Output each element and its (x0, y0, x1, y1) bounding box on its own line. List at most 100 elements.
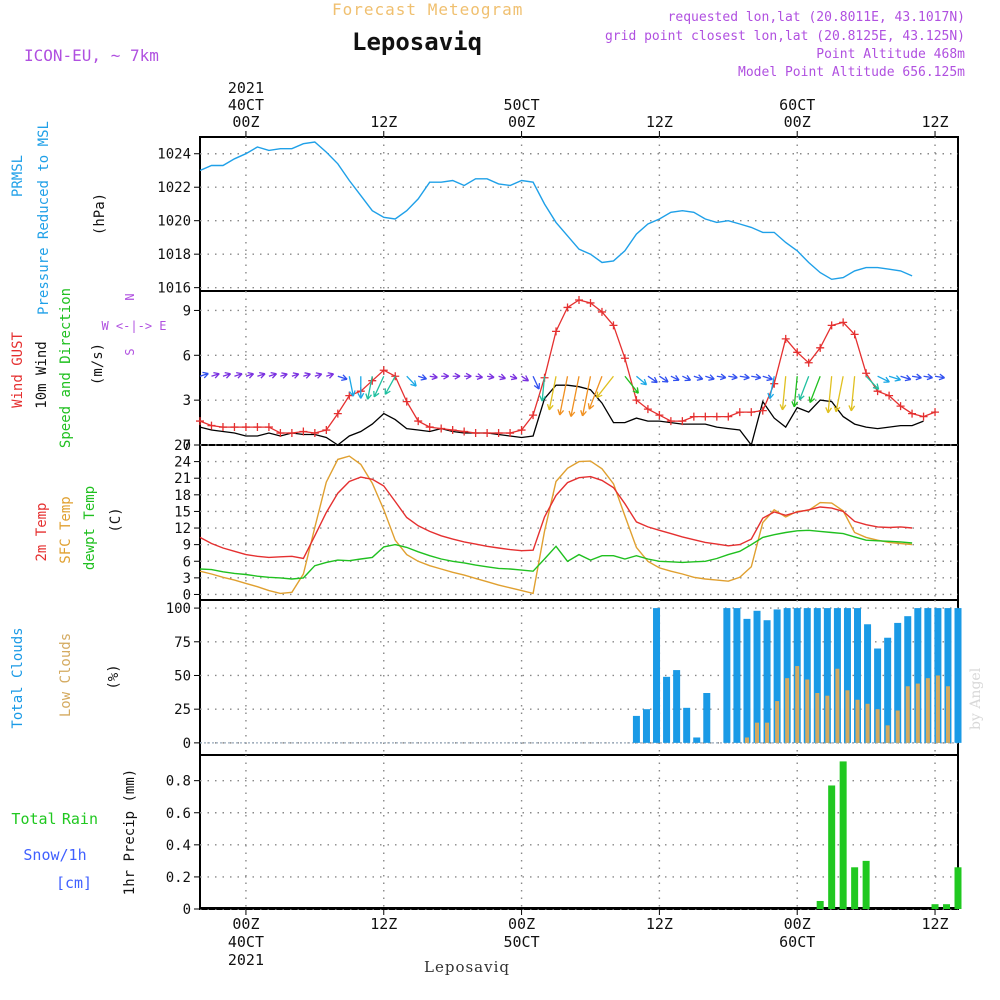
grid-point-coordinates: grid point closest lon,lat (20.8125E, 43… (604, 29, 965, 44)
wind-gust-marker (862, 369, 871, 378)
wind-gust-marker (471, 429, 480, 438)
wind-gust-marker (333, 409, 342, 418)
rain-bar (943, 904, 951, 909)
legend-snow-unit: [cm] (56, 874, 92, 892)
wind-direction-arrow (728, 373, 738, 381)
wind-gust-marker (609, 321, 618, 330)
bottom-time-label: 12Z (646, 915, 673, 933)
wind-gust-marker (241, 423, 250, 432)
wind-direction-arrow (580, 376, 592, 417)
total-cloud-bar (843, 608, 851, 743)
low-cloud-bar (885, 725, 890, 743)
wind-ytick-label: 0 (183, 438, 191, 454)
bottom-time-label: 60CT (779, 933, 815, 951)
total-cloud-bar (803, 608, 811, 743)
wind-direction-arrow (257, 372, 266, 379)
total-cloud-bar (693, 737, 701, 743)
wind-direction-arrow (670, 374, 680, 382)
wind-direction-arrow (833, 376, 844, 413)
low-cloud-bar (895, 710, 900, 743)
top-time-label: 40CT (228, 96, 264, 114)
low-cloud-bar (835, 668, 840, 743)
wind-gust-marker (563, 303, 572, 312)
wind-direction-arrow (791, 376, 799, 408)
wind-gust-marker (655, 411, 664, 420)
rain-bar (862, 860, 870, 909)
sfc-temp-line (199, 455, 913, 595)
total-cloud-bar (783, 608, 791, 743)
bottom-time-label: 50CT (504, 933, 540, 951)
low-cloud-bar (815, 693, 820, 743)
top-time-label: 12Z (646, 113, 673, 131)
wind-direction-arrow (303, 372, 311, 379)
total-cloud-bar (642, 709, 650, 743)
top-time-label: 00Z (508, 113, 535, 131)
total-cloud-bar (944, 608, 952, 743)
wind-gust-marker (908, 409, 917, 418)
wind-direction-arrow (546, 376, 557, 411)
low-cloud-bar (805, 679, 810, 743)
wind-gust-marker (402, 397, 411, 406)
wind-direction-arrow (779, 376, 787, 411)
total-cloud-bar (673, 670, 681, 743)
wind-unit: (m/s) (90, 343, 106, 385)
bottom-time-label: 12Z (370, 915, 397, 933)
clouds-ytick-label: 100 (166, 601, 191, 617)
low-clouds-axis-label: Low Clouds (58, 633, 74, 717)
total-cloud-bar (773, 609, 781, 743)
low-cloud-bar (875, 709, 880, 743)
location-title: Leposaviq (352, 28, 483, 56)
wind-gust-marker (770, 379, 779, 388)
pressure-ytick-label: 1018 (157, 247, 191, 263)
total-cloud-bar (703, 693, 711, 743)
dewpt-temp-line (199, 529, 913, 580)
temp-2m-line (199, 475, 913, 560)
wind-direction-arrow (557, 376, 569, 416)
rain-bar (828, 785, 836, 909)
wind-gust-marker (804, 358, 813, 367)
wind-direction-arrow (934, 373, 946, 381)
wind-gust-marker (506, 429, 515, 438)
wind-direction-arrow (314, 372, 323, 379)
wind-gust-marker (896, 402, 905, 411)
total-cloud-bar (763, 620, 771, 743)
wind-gust-marker (345, 391, 354, 400)
wind-direction-arrow (418, 374, 428, 381)
top-time-label: 12Z (370, 113, 397, 131)
wind-gust-marker (552, 327, 561, 336)
temperature-frame (199, 444, 959, 601)
wind-direction-arrow (245, 372, 255, 379)
wind-direction-arrow (693, 374, 704, 381)
wind-gust-marker (218, 423, 227, 432)
wind-gust-marker (781, 334, 790, 343)
bottom-time-label: 00Z (784, 915, 811, 933)
wind-direction-arrow (487, 373, 495, 380)
wind-direction-arrow (624, 375, 639, 394)
model-point-altitude: Model Point Altitude 656.125m (738, 65, 965, 80)
wind-direction-arrow (464, 372, 472, 380)
wind-direction-arrow (848, 376, 856, 412)
wind-direction-arrow (280, 372, 288, 379)
legend-rain: Rain (62, 810, 98, 828)
total-clouds-axis-label: Total Clouds (10, 627, 26, 728)
total-cloud-bar (854, 608, 862, 743)
total-cloud-bar (823, 608, 831, 743)
wind-gust-marker (919, 412, 928, 421)
clouds-unit: (%) (106, 664, 122, 689)
wind-direction-arrow (888, 375, 902, 382)
wind-gust-marker (310, 429, 319, 438)
total-cloud-bar (894, 622, 902, 743)
wind-direction-arrow (596, 375, 614, 399)
wind-direction-arrow (762, 374, 773, 382)
wind-direction-arrow (705, 374, 715, 381)
low-cloud-bar (744, 737, 749, 743)
wind-gust-marker (517, 426, 526, 435)
wind-gust-marker (379, 366, 388, 375)
top-time-label: 00Z (784, 113, 811, 131)
rain-bar (954, 867, 962, 909)
precip-ytick-label: 0.8 (166, 774, 191, 790)
low-cloud-bar (935, 675, 940, 743)
total-cloud-bar (753, 610, 761, 743)
wind-direction-arrow (222, 372, 232, 379)
legend-snow: Snow/1h (23, 846, 86, 864)
